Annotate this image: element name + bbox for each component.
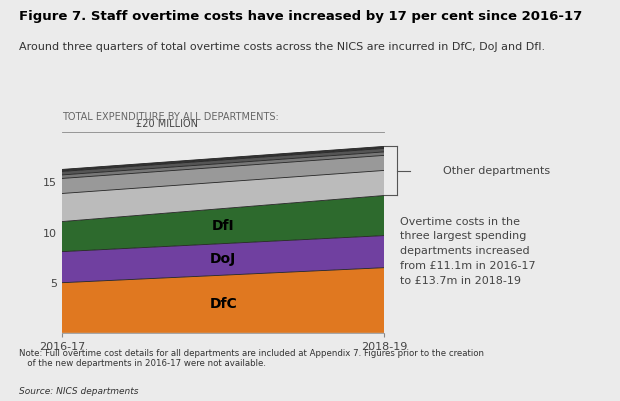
Polygon shape [62,170,384,221]
Polygon shape [62,155,384,194]
Text: DoJ: DoJ [210,252,236,266]
Text: Overtime costs in the
three largest spending
departments increased
from £11.1m i: Overtime costs in the three largest spen… [400,217,536,286]
Polygon shape [62,146,384,172]
Text: TOTAL EXPENDITURE BY ALL DEPARTMENTS:: TOTAL EXPENDITURE BY ALL DEPARTMENTS: [62,112,279,122]
Polygon shape [62,268,384,333]
Polygon shape [62,196,384,252]
Polygon shape [62,236,384,283]
Text: £20 MILLION: £20 MILLION [136,119,198,129]
Polygon shape [62,152,384,178]
Text: Note: Full overtime cost details for all departments are included at Appendix 7.: Note: Full overtime cost details for all… [19,349,484,368]
Polygon shape [62,148,384,175]
Text: Around three quarters of total overtime costs across the NICS are incurred in Df: Around three quarters of total overtime … [19,42,545,52]
Text: Source: NICS departments: Source: NICS departments [19,387,138,396]
Text: Other departments: Other departments [443,166,551,176]
Text: Figure 7. Staff overtime costs have increased by 17 per cent since 2016-17: Figure 7. Staff overtime costs have incr… [19,10,582,23]
Text: DfC: DfC [210,297,237,311]
Text: DfI: DfI [212,219,234,233]
